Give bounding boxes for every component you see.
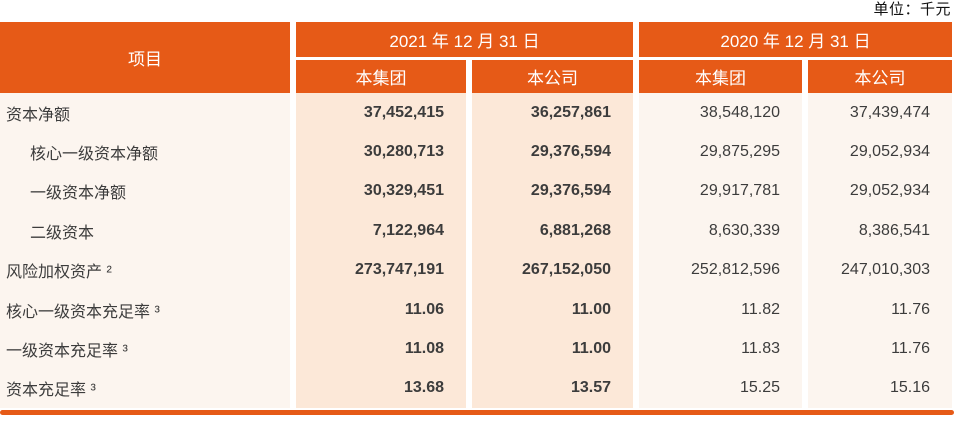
column-header-item: 项目: [0, 22, 290, 93]
table-cell: 13.68: [296, 368, 466, 409]
table-cell: 30,329,451: [296, 171, 466, 212]
table-cell: 37,452,415: [296, 93, 466, 133]
table-cell: 6,881,268: [472, 211, 633, 251]
table-cell: 247,010,303: [808, 250, 952, 290]
table-cell: 29,376,594: [472, 171, 633, 212]
unit-label: 单位：千元: [873, 1, 951, 18]
subheader-2020-company: 本公司: [808, 60, 952, 93]
table-cell: 11.76: [808, 289, 952, 330]
table-cell: 11.08: [296, 329, 466, 369]
row-label: 资本净额: [0, 93, 290, 133]
table-cell: 15.25: [639, 368, 802, 409]
table-cell: 15.16: [808, 368, 952, 409]
row-label: 风险加权资产 ²: [0, 250, 290, 290]
table-cell: 29,052,934: [808, 132, 952, 172]
table-cell: 267,152,050: [472, 250, 633, 290]
table-cell: 11.06: [296, 289, 466, 330]
table-cell: 252,812,596: [639, 250, 802, 290]
table-cell: 29,917,781: [639, 171, 802, 212]
subheader-2021-company: 本公司: [472, 60, 633, 93]
row-label: 核心一级资本充足率 ³: [0, 289, 290, 330]
row-label: 一级资本净额: [0, 171, 290, 212]
table-cell: 11.76: [808, 329, 952, 369]
table-cell: 11.83: [639, 329, 802, 369]
table-cell: 38,548,120: [639, 93, 802, 133]
table-cell: 30,280,713: [296, 132, 466, 172]
table-cell: 11.82: [639, 289, 802, 330]
table-cell: 11.00: [472, 329, 633, 369]
table-cell: 7,122,964: [296, 211, 466, 251]
row-label: 资本充足率 ³: [0, 368, 290, 409]
row-label: 二级资本: [0, 211, 290, 251]
table-cell: 29,875,295: [639, 132, 802, 172]
table-cell: 8,630,339: [639, 211, 802, 251]
table-bottom-rule: [0, 410, 954, 416]
column-group-2020-date: 2020 年 12 月 31 日: [639, 22, 952, 60]
table-cell: 11.00: [472, 289, 633, 330]
table-cell: 29,052,934: [808, 171, 952, 212]
table-cell: 37,439,474: [808, 93, 952, 133]
table-cell: 273,747,191: [296, 250, 466, 290]
table-cell: 36,257,861: [472, 93, 633, 133]
row-label: 一级资本充足率 ³: [0, 329, 290, 369]
table-cell: 13.57: [472, 368, 633, 409]
table-cell: 29,376,594: [472, 132, 633, 172]
subheader-2021-group: 本集团: [296, 60, 466, 93]
subheader-2020-group: 本集团: [639, 60, 802, 93]
capital-adequacy-table: 项目 2021 年 12 月 31 日 2020 年 12 月 31 日 本集团…: [0, 22, 952, 409]
table-cell: 8,386,541: [808, 211, 952, 251]
row-label: 核心一级资本净额: [0, 132, 290, 172]
column-group-2021-date: 2021 年 12 月 31 日: [296, 22, 633, 60]
